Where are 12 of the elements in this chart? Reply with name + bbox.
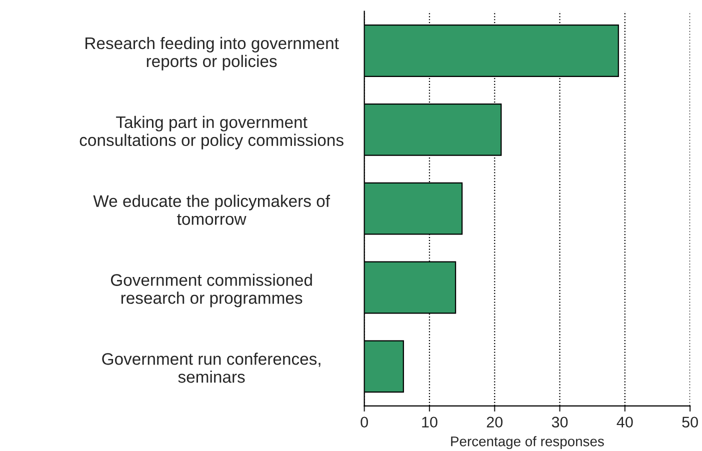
x-tick-label: 30 bbox=[552, 416, 568, 428]
y-tick-label: Research feeding into government reports or policies bbox=[86, 36, 339, 70]
y-tick-label: Government commissioned research or programmes bbox=[110, 274, 312, 308]
x-tick-label: 10 bbox=[422, 416, 438, 428]
x-tick-label: 20 bbox=[486, 416, 503, 428]
y-tick-label: Taking part in government consultations or policy commissions bbox=[80, 116, 344, 150]
y-tick-label: Government run conferences, seminars bbox=[102, 352, 320, 383]
x-tick-label: 40 bbox=[616, 416, 633, 428]
x-tick-label: 0 bbox=[360, 416, 368, 428]
x-tick-label: 50 bbox=[682, 416, 698, 428]
y-tick-label: We educate the policymakers of tomorrow bbox=[93, 194, 330, 225]
x-axis-title: Percentage of responses bbox=[451, 436, 604, 450]
